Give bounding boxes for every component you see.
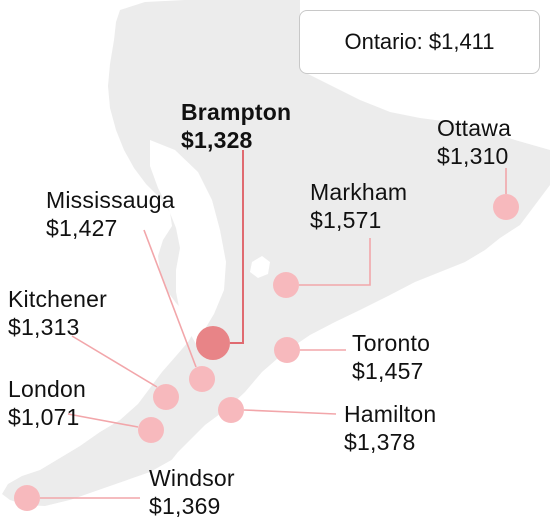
city-value: $1,310	[437, 143, 509, 169]
city-marker-mississauga	[189, 366, 215, 392]
city-marker-london	[138, 417, 164, 443]
georgian-bay-water	[150, 140, 226, 344]
city-label-brampton: Brampton $1,328	[181, 98, 291, 154]
leader-line-hamilton	[243, 409, 337, 415]
summary-region: Ontario	[344, 29, 417, 54]
city-marker-ottawa	[493, 194, 519, 220]
city-label-toronto: Toronto $1,457	[352, 329, 430, 385]
summary-separator: :	[416, 29, 429, 54]
city-marker-markham	[273, 272, 299, 298]
leader-line-london	[67, 413, 139, 428]
city-value: $1,378	[344, 429, 416, 455]
city-value: $1,427	[46, 215, 118, 241]
leader-lines	[40, 150, 507, 499]
city-name: Toronto	[352, 330, 431, 356]
city-marker-toronto	[274, 337, 300, 363]
city-value: $1,571	[310, 207, 382, 233]
city-marker-kitchener	[153, 384, 179, 410]
city-value: $1,328	[181, 127, 253, 153]
leader-line-brampton	[230, 150, 244, 344]
city-name: Hamilton	[344, 401, 437, 427]
province-summary-box: Ontario: $1,411	[299, 10, 540, 74]
city-name: Windsor	[149, 465, 235, 491]
lake-erie-water	[0, 345, 550, 525]
city-value: $1,313	[8, 314, 80, 340]
city-marker-windsor	[14, 485, 40, 511]
ontario-land-shape	[2, 0, 550, 506]
city-label-ottawa: Ottawa $1,310	[437, 114, 511, 170]
city-value: $1,071	[8, 404, 80, 430]
city-label-mississauga: Mississauga $1,427	[46, 186, 175, 242]
city-name: London	[8, 376, 86, 402]
leader-line-mississauga	[143, 229, 197, 368]
summary-value: $1,411	[428, 29, 495, 54]
city-name: Brampton	[181, 99, 292, 125]
city-name: Ottawa	[437, 115, 512, 141]
city-marker-hamilton	[218, 397, 244, 423]
leader-line-kitchener	[71, 335, 158, 388]
city-label-windsor: Windsor $1,369	[149, 464, 235, 520]
city-marker-brampton	[196, 326, 230, 360]
leader-line-markham	[299, 238, 371, 286]
city-markers	[14, 194, 519, 511]
city-value: $1,369	[149, 493, 221, 519]
city-name: Mississauga	[46, 187, 175, 213]
lake-simcoe-water	[250, 256, 270, 278]
city-name: Markham	[310, 179, 408, 205]
city-name: Kitchener	[8, 286, 107, 312]
city-label-markham: Markham $1,571	[310, 178, 407, 234]
city-label-london: London $1,071	[8, 375, 86, 431]
city-label-hamilton: Hamilton $1,378	[344, 400, 436, 456]
city-label-kitchener: Kitchener $1,313	[8, 285, 107, 341]
city-value: $1,457	[352, 358, 424, 384]
